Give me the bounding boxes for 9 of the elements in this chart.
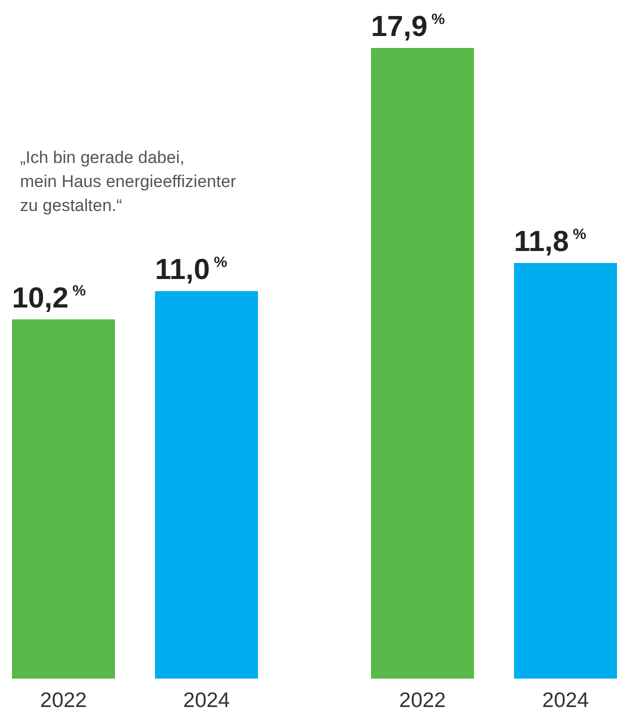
data-label: 11,0% (155, 254, 228, 286)
text: „Ich bin gerade dabei, mein Haus energieeffizienter zu gestalten.“ (20, 147, 236, 217)
x-tick-label: 2022 (399, 689, 446, 712)
data-label: 10,2% (12, 282, 86, 314)
x-tick-label: 2024 (542, 689, 590, 712)
x-tick-label: 2024 (183, 689, 230, 712)
x-tick-label: 2022 (40, 689, 87, 712)
data-label: 11,8% (514, 226, 586, 258)
data-label: 17,9% (371, 11, 445, 43)
